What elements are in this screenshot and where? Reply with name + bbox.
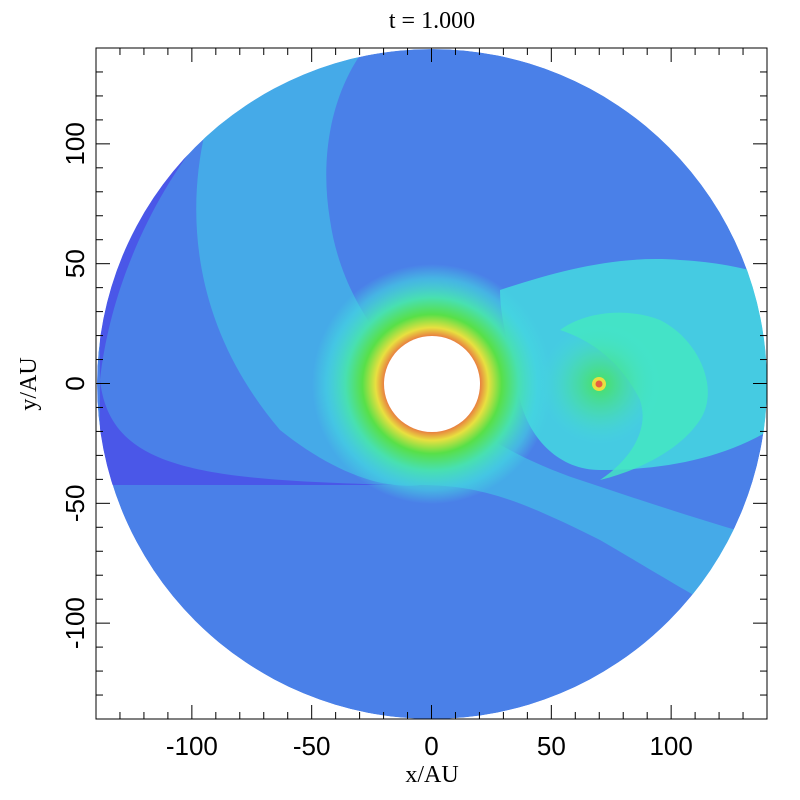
x-tick-label: 0 [424,731,438,761]
y-tick-label: -100 [60,597,90,649]
y-axis-label: y/AU [16,357,42,410]
inner-hole [384,336,480,432]
axis-ticks [95,47,768,720]
axis-tick-labels: -100 -50 0 50 100 -100 -50 0 50 100 [60,122,693,761]
y-tick-label: 0 [60,376,90,390]
spiral-arm [196,55,767,620]
chart-title: t = 1.000 [389,8,475,34]
planet-core [595,380,603,388]
x-tick-label: 100 [649,731,692,761]
x-axis-label: x/AU [405,762,458,788]
y-tick-label: 50 [60,249,90,278]
y-tick-label: 100 [60,122,90,165]
x-tick-label: -50 [293,731,331,761]
x-tick-label: 50 [537,731,566,761]
y-tick-label: -50 [60,485,90,523]
planet-wake [560,312,708,480]
x-tick-label: -100 [166,731,218,761]
